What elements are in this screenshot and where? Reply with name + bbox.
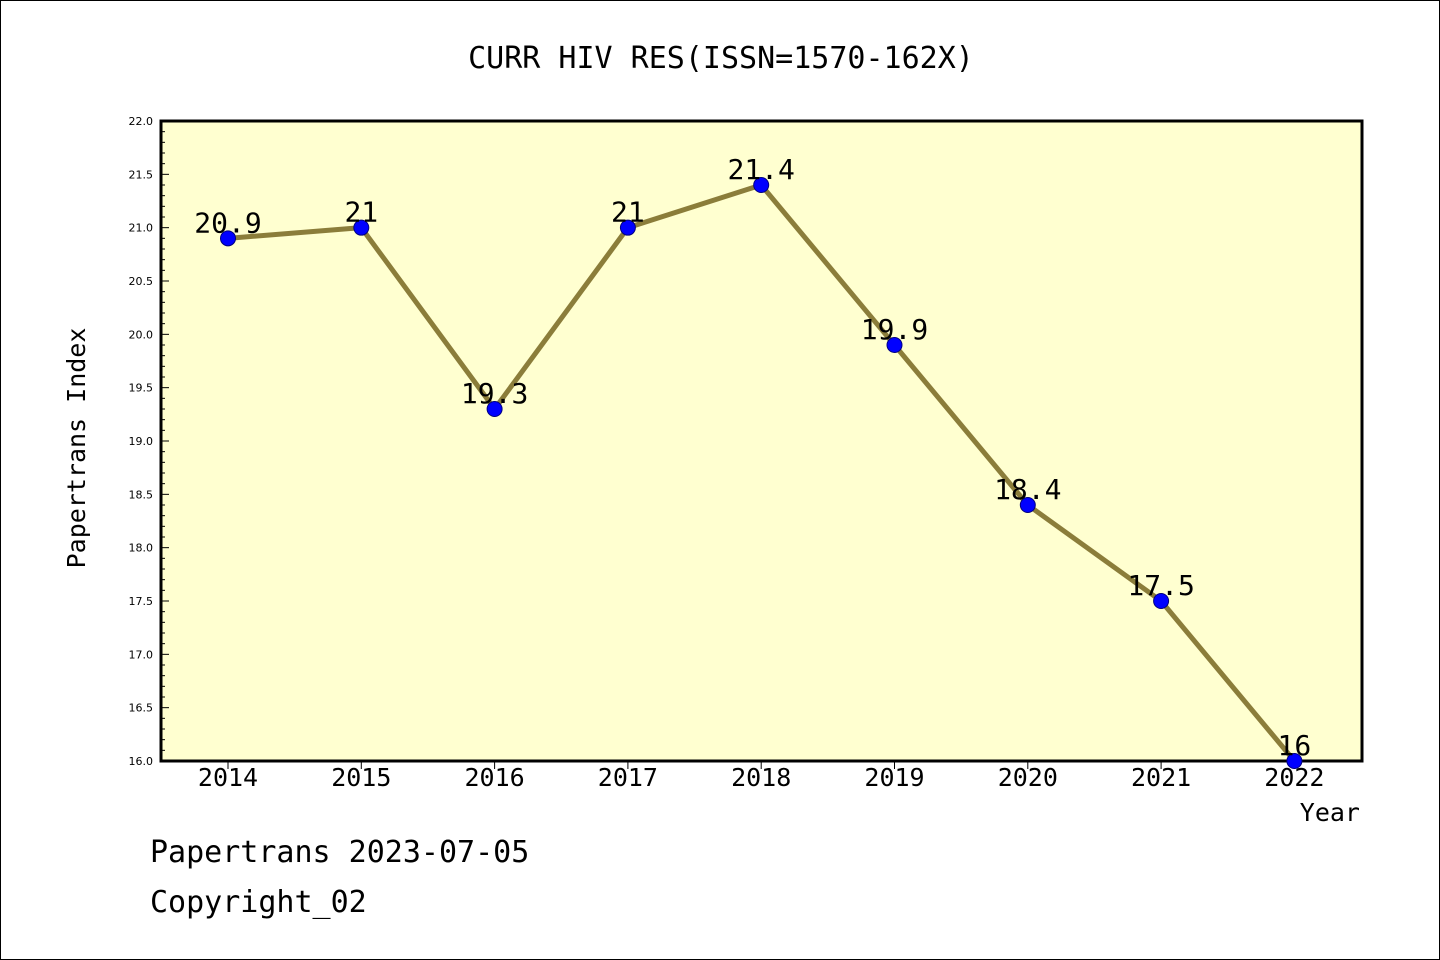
- x-tick-label: 2019: [864, 763, 924, 792]
- y-tick-label: 22.0: [129, 115, 154, 128]
- y-axis-ticks: 16.0 16.5 17.0 17.5 18.0 18.5 19.0 19.5 20.0 20.5…: [129, 115, 169, 768]
- x-tick-label: 2017: [598, 763, 658, 792]
- data-label: 21.4: [727, 153, 794, 186]
- data-point: [353, 219, 370, 236]
- data-label: 17.5: [1127, 569, 1194, 602]
- y-tick-label: 19.0: [129, 435, 154, 448]
- plot-area: [159, 119, 1364, 763]
- data-point: [1019, 497, 1036, 513]
- x-tick-label: 2014: [198, 763, 258, 792]
- y-tick-label: 17.5: [129, 595, 154, 608]
- data-point: [1286, 753, 1303, 769]
- y-tick-label: 18.5: [129, 488, 154, 501]
- y-tick-label: 21.0: [129, 222, 154, 235]
- data-label: 18.4: [994, 473, 1061, 506]
- data-series: [220, 177, 1303, 769]
- y-tick-label: 16.0: [129, 755, 154, 768]
- x-tick-label: 2021: [1131, 763, 1191, 792]
- x-tick-label: 2018: [731, 763, 791, 792]
- footer-copyright-text: Copyright_02: [150, 885, 367, 920]
- data-label: 21: [611, 196, 645, 229]
- data-labels: 20.9 21 19.3 21 21.4 19.9 18.4 17.5 16: [194, 153, 1311, 762]
- data-point: [486, 401, 503, 417]
- x-axis-ticks: 2014 2015 2016 2017 2018 2019 2020 2021 2022: [198, 761, 1325, 792]
- x-axis-label: Year: [1300, 798, 1360, 827]
- y-tick-label: 21.5: [129, 168, 154, 181]
- y-tick-label: 17.0: [129, 648, 154, 661]
- data-point: [886, 337, 903, 353]
- data-label: 21: [344, 196, 378, 229]
- y-tick-label: 16.5: [129, 702, 154, 715]
- footer-date-text: Papertrans 2023-07-05: [150, 835, 530, 870]
- chart-title: CURR HIV RES(ISSN=1570-162X): [468, 41, 974, 76]
- y-tick-label: 20.5: [129, 275, 154, 288]
- x-tick-label: 2020: [998, 763, 1058, 792]
- data-label: 19.9: [861, 313, 928, 346]
- y-tick-label: 19.5: [129, 382, 154, 395]
- data-label: 20.9: [194, 206, 261, 239]
- y-tick-label: 20.0: [129, 328, 154, 341]
- x-tick-label: 2015: [331, 763, 391, 792]
- x-tick-label: 2016: [464, 763, 524, 792]
- data-label: 16: [1278, 729, 1312, 762]
- y-axis-label: Papertrans Index: [62, 328, 91, 569]
- y-tick-label: 18.0: [129, 542, 154, 555]
- data-point: [619, 219, 636, 236]
- data-point: [1153, 593, 1170, 609]
- data-point: [220, 230, 236, 247]
- data-label: 19.3: [461, 377, 528, 410]
- data-point: [753, 177, 770, 193]
